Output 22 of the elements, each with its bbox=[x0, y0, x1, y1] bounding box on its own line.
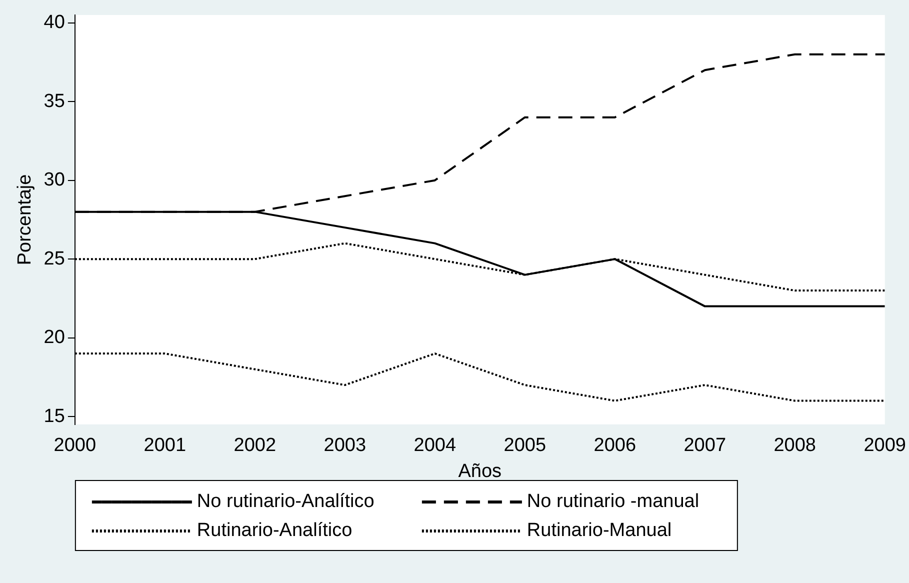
y-axis-title: Porcentaje bbox=[14, 174, 36, 266]
legend-label: Rutinario-Manual bbox=[526, 520, 672, 542]
x-tick-label: 2003 bbox=[324, 435, 366, 456]
legend-label: No rutinario-Analítico bbox=[196, 491, 374, 512]
x-axis-title: Años bbox=[458, 460, 502, 482]
y-tick-label: 35 bbox=[44, 90, 65, 112]
y-tick-label: 20 bbox=[44, 327, 65, 348]
x-tick-label: 2004 bbox=[414, 435, 456, 456]
x-tick-label: 2002 bbox=[234, 435, 276, 456]
x-tick-label: 2000 bbox=[54, 435, 96, 456]
y-tick-label: 15 bbox=[44, 406, 65, 427]
legend-label: No rutinario -manual bbox=[526, 491, 700, 512]
legend-label: Rutinario-Analítico bbox=[196, 520, 352, 542]
y-tick-label: 30 bbox=[44, 170, 65, 191]
x-tick-label: 2006 bbox=[594, 435, 636, 456]
x-tick-label: 2005 bbox=[504, 435, 546, 456]
y-tick-label: 40 bbox=[44, 12, 65, 34]
x-tick-label: 2007 bbox=[684, 435, 726, 456]
x-tick-label: 2008 bbox=[774, 435, 816, 456]
y-tick-label: 25 bbox=[44, 248, 65, 270]
x-tick-label: 2001 bbox=[144, 435, 186, 456]
x-tick-label: 2009 bbox=[864, 435, 906, 456]
